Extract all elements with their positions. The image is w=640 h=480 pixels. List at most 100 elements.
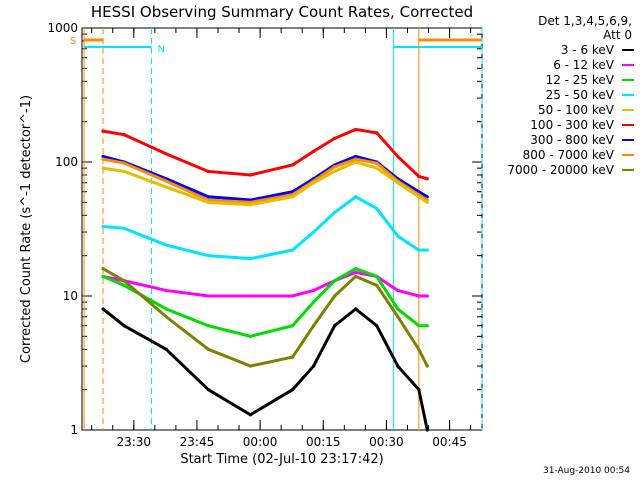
series-point xyxy=(206,200,210,204)
series-point xyxy=(375,324,379,328)
chart-title: HESSI Observing Summary Count Rates, Cor… xyxy=(91,3,473,21)
series-point xyxy=(164,315,168,319)
series-point xyxy=(417,324,421,328)
series-point xyxy=(248,257,253,261)
series-point xyxy=(396,315,400,319)
legend-item-label: 100 - 300 keV xyxy=(530,118,614,132)
x-tick-label: 00:45 xyxy=(432,435,467,449)
legend-swatch xyxy=(622,139,634,141)
series-point xyxy=(290,294,295,298)
series-point xyxy=(333,169,337,174)
series-point xyxy=(425,195,429,199)
legend-swatch xyxy=(622,79,634,81)
x-tick-label: 00:00 xyxy=(243,435,278,449)
series-point xyxy=(290,388,295,392)
series-point xyxy=(425,294,429,298)
x-axis-label: Start Time (02-Jul-10 23:17:42) xyxy=(180,452,383,467)
series-point xyxy=(354,270,358,275)
series-point xyxy=(248,413,253,417)
series-point xyxy=(425,364,429,368)
series-point xyxy=(375,283,379,287)
x-tick-label: 00:30 xyxy=(369,435,404,449)
series-point xyxy=(248,294,253,298)
series-point xyxy=(354,274,358,279)
series-point xyxy=(354,157,358,161)
series-point xyxy=(101,224,105,229)
series-point xyxy=(417,195,421,199)
series-point xyxy=(122,283,126,287)
series-point xyxy=(311,230,316,234)
legend-swatch xyxy=(622,49,634,51)
legend-item-label: 6 - 12 keV xyxy=(553,58,614,72)
series-point xyxy=(101,157,105,161)
y-axis-label: Corrected Count Rate (s^-1 detector^-1) xyxy=(19,95,34,363)
series-point xyxy=(425,428,429,432)
legend-item-label: 800 - 7000 keV xyxy=(522,148,614,162)
series-point xyxy=(164,243,168,247)
series-point xyxy=(164,152,168,156)
series-point xyxy=(354,267,358,271)
series-point xyxy=(164,288,168,293)
series-point xyxy=(375,161,379,165)
series-point xyxy=(101,166,105,170)
legend-item: 25 - 50 keV xyxy=(546,88,634,102)
series-point xyxy=(101,154,105,159)
series-point xyxy=(122,161,126,165)
series-point xyxy=(417,388,421,392)
y-tick-label: 1 xyxy=(70,423,78,437)
series-point xyxy=(290,195,295,199)
series-point xyxy=(396,288,400,293)
series-point xyxy=(101,267,105,271)
legend-item-label: 50 - 100 keV xyxy=(537,103,614,117)
legend-item-label: 7000 - 20000 keV xyxy=(507,163,614,177)
series-point xyxy=(333,165,337,169)
series-point xyxy=(333,210,337,215)
series-point xyxy=(122,226,126,230)
series-point xyxy=(417,294,421,298)
footer-timestamp: 31-Aug-2010 00:54 xyxy=(542,466,630,476)
legend-swatch xyxy=(622,109,634,111)
y-tick-label: 1000 xyxy=(47,21,78,35)
legend-item-label: 300 - 800 keV xyxy=(530,133,614,147)
y-tick-label: 100 xyxy=(55,155,78,169)
legend-item: 50 - 100 keV xyxy=(538,103,634,117)
y-tick-label: 10 xyxy=(63,289,78,303)
series-point xyxy=(396,181,400,185)
series-point xyxy=(248,364,253,368)
legend-item: 7000 - 20000 keV xyxy=(507,163,634,177)
legend-swatch xyxy=(622,64,634,66)
series-point xyxy=(122,324,126,328)
series-point xyxy=(164,347,168,351)
series-point xyxy=(375,166,379,170)
series-point xyxy=(311,300,316,304)
series-point xyxy=(425,248,429,252)
series-point xyxy=(164,307,168,311)
series-point xyxy=(396,234,400,238)
series-point xyxy=(396,154,400,159)
legend-item-label: 25 - 50 keV xyxy=(545,88,614,102)
plot-frame xyxy=(81,27,483,431)
series-point xyxy=(311,324,316,328)
legend-item-label: 12 - 25 keV xyxy=(545,73,614,87)
series-point xyxy=(417,174,421,179)
series-point xyxy=(290,163,295,167)
legend-header-line1: Det 1,3,4,5,6,9, xyxy=(538,14,632,28)
series-point xyxy=(122,133,126,137)
legend-swatch xyxy=(622,124,634,126)
series-point xyxy=(311,149,316,153)
legend-item: 12 - 25 keV xyxy=(546,73,634,87)
series-point xyxy=(425,200,429,204)
series-point xyxy=(375,274,379,279)
series-point xyxy=(206,388,210,392)
series-point xyxy=(417,347,421,351)
series-point xyxy=(206,195,210,199)
series-point xyxy=(101,129,105,133)
series-point xyxy=(101,307,105,311)
series-point xyxy=(206,324,210,328)
series-point xyxy=(122,169,126,174)
flag-n-label: N xyxy=(157,44,164,55)
series-point xyxy=(354,160,358,164)
series-point xyxy=(206,294,210,298)
